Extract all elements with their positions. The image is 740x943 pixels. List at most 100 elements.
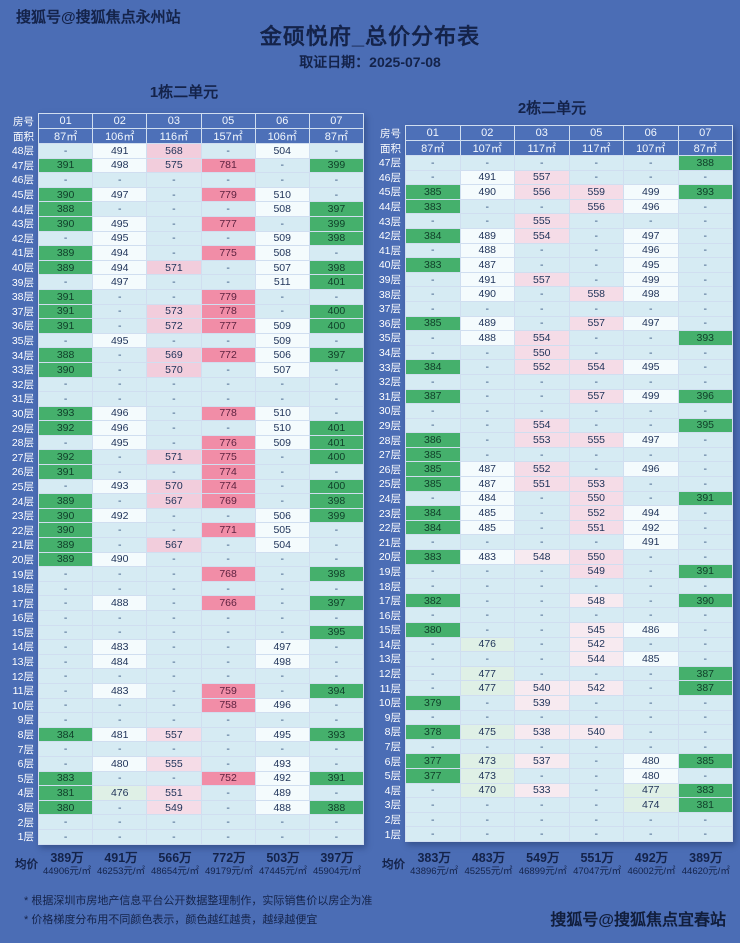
price-cell: 494 [93, 260, 147, 275]
price-cell: 504 [255, 538, 309, 552]
empty-cell: - [201, 362, 255, 377]
empty-cell: - [624, 695, 678, 710]
empty-cell: - [624, 447, 678, 462]
empty-cell: - [569, 710, 623, 725]
empty-cell: - [569, 783, 623, 798]
price-cell: 390 [39, 216, 93, 231]
empty-cell: - [569, 301, 623, 316]
empty-cell: - [678, 550, 732, 564]
empty-cell: - [406, 243, 460, 258]
avg-unit-price: 43896元/㎡ [410, 866, 459, 877]
floor-label: 21层 [378, 536, 401, 549]
empty-cell: - [569, 579, 623, 593]
empty-cell: - [460, 404, 514, 418]
price-cell: 553 [515, 433, 569, 447]
empty-cell: - [406, 681, 460, 695]
empty-cell: - [309, 173, 363, 187]
price-cell: 385 [406, 316, 460, 331]
empty-cell: - [255, 465, 309, 479]
price-cell: 383 [406, 199, 460, 214]
empty-cell: - [515, 316, 569, 331]
empty-cell: - [147, 669, 201, 683]
empty-cell: - [147, 698, 201, 713]
avg-total-price: 566万 [158, 851, 192, 865]
empty-cell: - [201, 508, 255, 523]
empty-cell: - [624, 550, 678, 564]
empty-cell: - [406, 579, 460, 593]
empty-cell: - [309, 552, 363, 567]
empty-cell: - [201, 640, 255, 654]
building-2-price-table: 2栋二单元 房号 面积 47层 46层 45层 44层 43层 42层 41层 40层 39层 38层 3… [371, 100, 733, 842]
price-cell: 778 [201, 304, 255, 319]
empty-cell: - [460, 389, 514, 404]
floor-label: 29层 [11, 422, 34, 435]
floor-label: 4层 [384, 784, 401, 797]
price-cell: 554 [515, 418, 569, 433]
price-cell: 575 [147, 158, 201, 173]
floor-label: 1层 [17, 831, 34, 844]
floor-label: 39层 [11, 276, 34, 289]
empty-cell: - [678, 520, 732, 535]
empty-cell: - [678, 827, 732, 841]
empty-cell: - [515, 666, 569, 681]
price-cell: 507 [255, 260, 309, 275]
empty-cell: - [201, 756, 255, 771]
area-header: 106㎡ [255, 129, 309, 143]
price-cell: 397 [309, 348, 363, 362]
price-cell: 473 [460, 754, 514, 768]
price-cell: 382 [406, 593, 460, 608]
room-number-header: 03 [147, 114, 201, 128]
empty-cell: - [569, 608, 623, 622]
empty-cell: - [309, 406, 363, 421]
price-cell: 771 [201, 523, 255, 538]
price-cell: 484 [460, 491, 514, 506]
empty-cell: - [309, 377, 363, 392]
empty-cell: - [569, 798, 623, 812]
price-cell: 399 [309, 508, 363, 523]
empty-cell: - [147, 421, 201, 435]
price-cell: 496 [93, 421, 147, 435]
table-body: 房号 面积 48层 47层 46层 45层 44层 43层 42层 41层 40层 39层 38层 37层… [4, 113, 364, 845]
avg-unit-price: 47445元/㎡ [258, 866, 308, 877]
floor-label: 18层 [11, 583, 34, 596]
price-cell: 497 [624, 433, 678, 447]
price-cell: 486 [624, 623, 678, 637]
price-cell: 389 [39, 260, 93, 275]
price-cell: 383 [406, 258, 460, 272]
empty-cell: - [406, 404, 460, 418]
price-cell: 396 [678, 389, 732, 404]
price-cell: 496 [624, 243, 678, 258]
empty-cell: - [39, 815, 93, 829]
floor-label: 23层 [11, 510, 34, 523]
floor-label: 7层 [384, 741, 401, 754]
empty-cell: - [93, 494, 147, 508]
floor-label: 42层 [11, 232, 34, 245]
capture-date: 取证日期：2025-07-08 [299, 54, 441, 70]
empty-cell: - [678, 301, 732, 316]
empty-cell: - [201, 669, 255, 683]
empty-cell: - [309, 742, 363, 756]
price-cell: 391 [309, 771, 363, 786]
floor-label: 6层 [384, 755, 401, 768]
empty-cell: - [624, 564, 678, 579]
price-cell: 491 [460, 272, 514, 287]
empty-cell: - [460, 418, 514, 433]
price-cell: 505 [255, 523, 309, 538]
price-cell: 395 [309, 625, 363, 640]
avg-total-price: 389万 [689, 851, 723, 865]
empty-cell: - [93, 698, 147, 713]
area-header: 157㎡ [201, 129, 255, 143]
price-cell: 389 [39, 246, 93, 260]
price-cell: 476 [460, 637, 514, 652]
empty-cell: - [309, 538, 363, 552]
empty-cell: - [624, 156, 678, 170]
floor-label: 31层 [11, 393, 34, 406]
price-cell: 483 [93, 640, 147, 654]
empty-cell: - [678, 506, 732, 520]
floor-label: 6层 [17, 758, 34, 771]
price-cell: 488 [460, 331, 514, 345]
price-cell: 389 [39, 552, 93, 567]
empty-cell: - [515, 710, 569, 725]
empty-cell: - [147, 713, 201, 727]
price-cell: 495 [93, 435, 147, 450]
